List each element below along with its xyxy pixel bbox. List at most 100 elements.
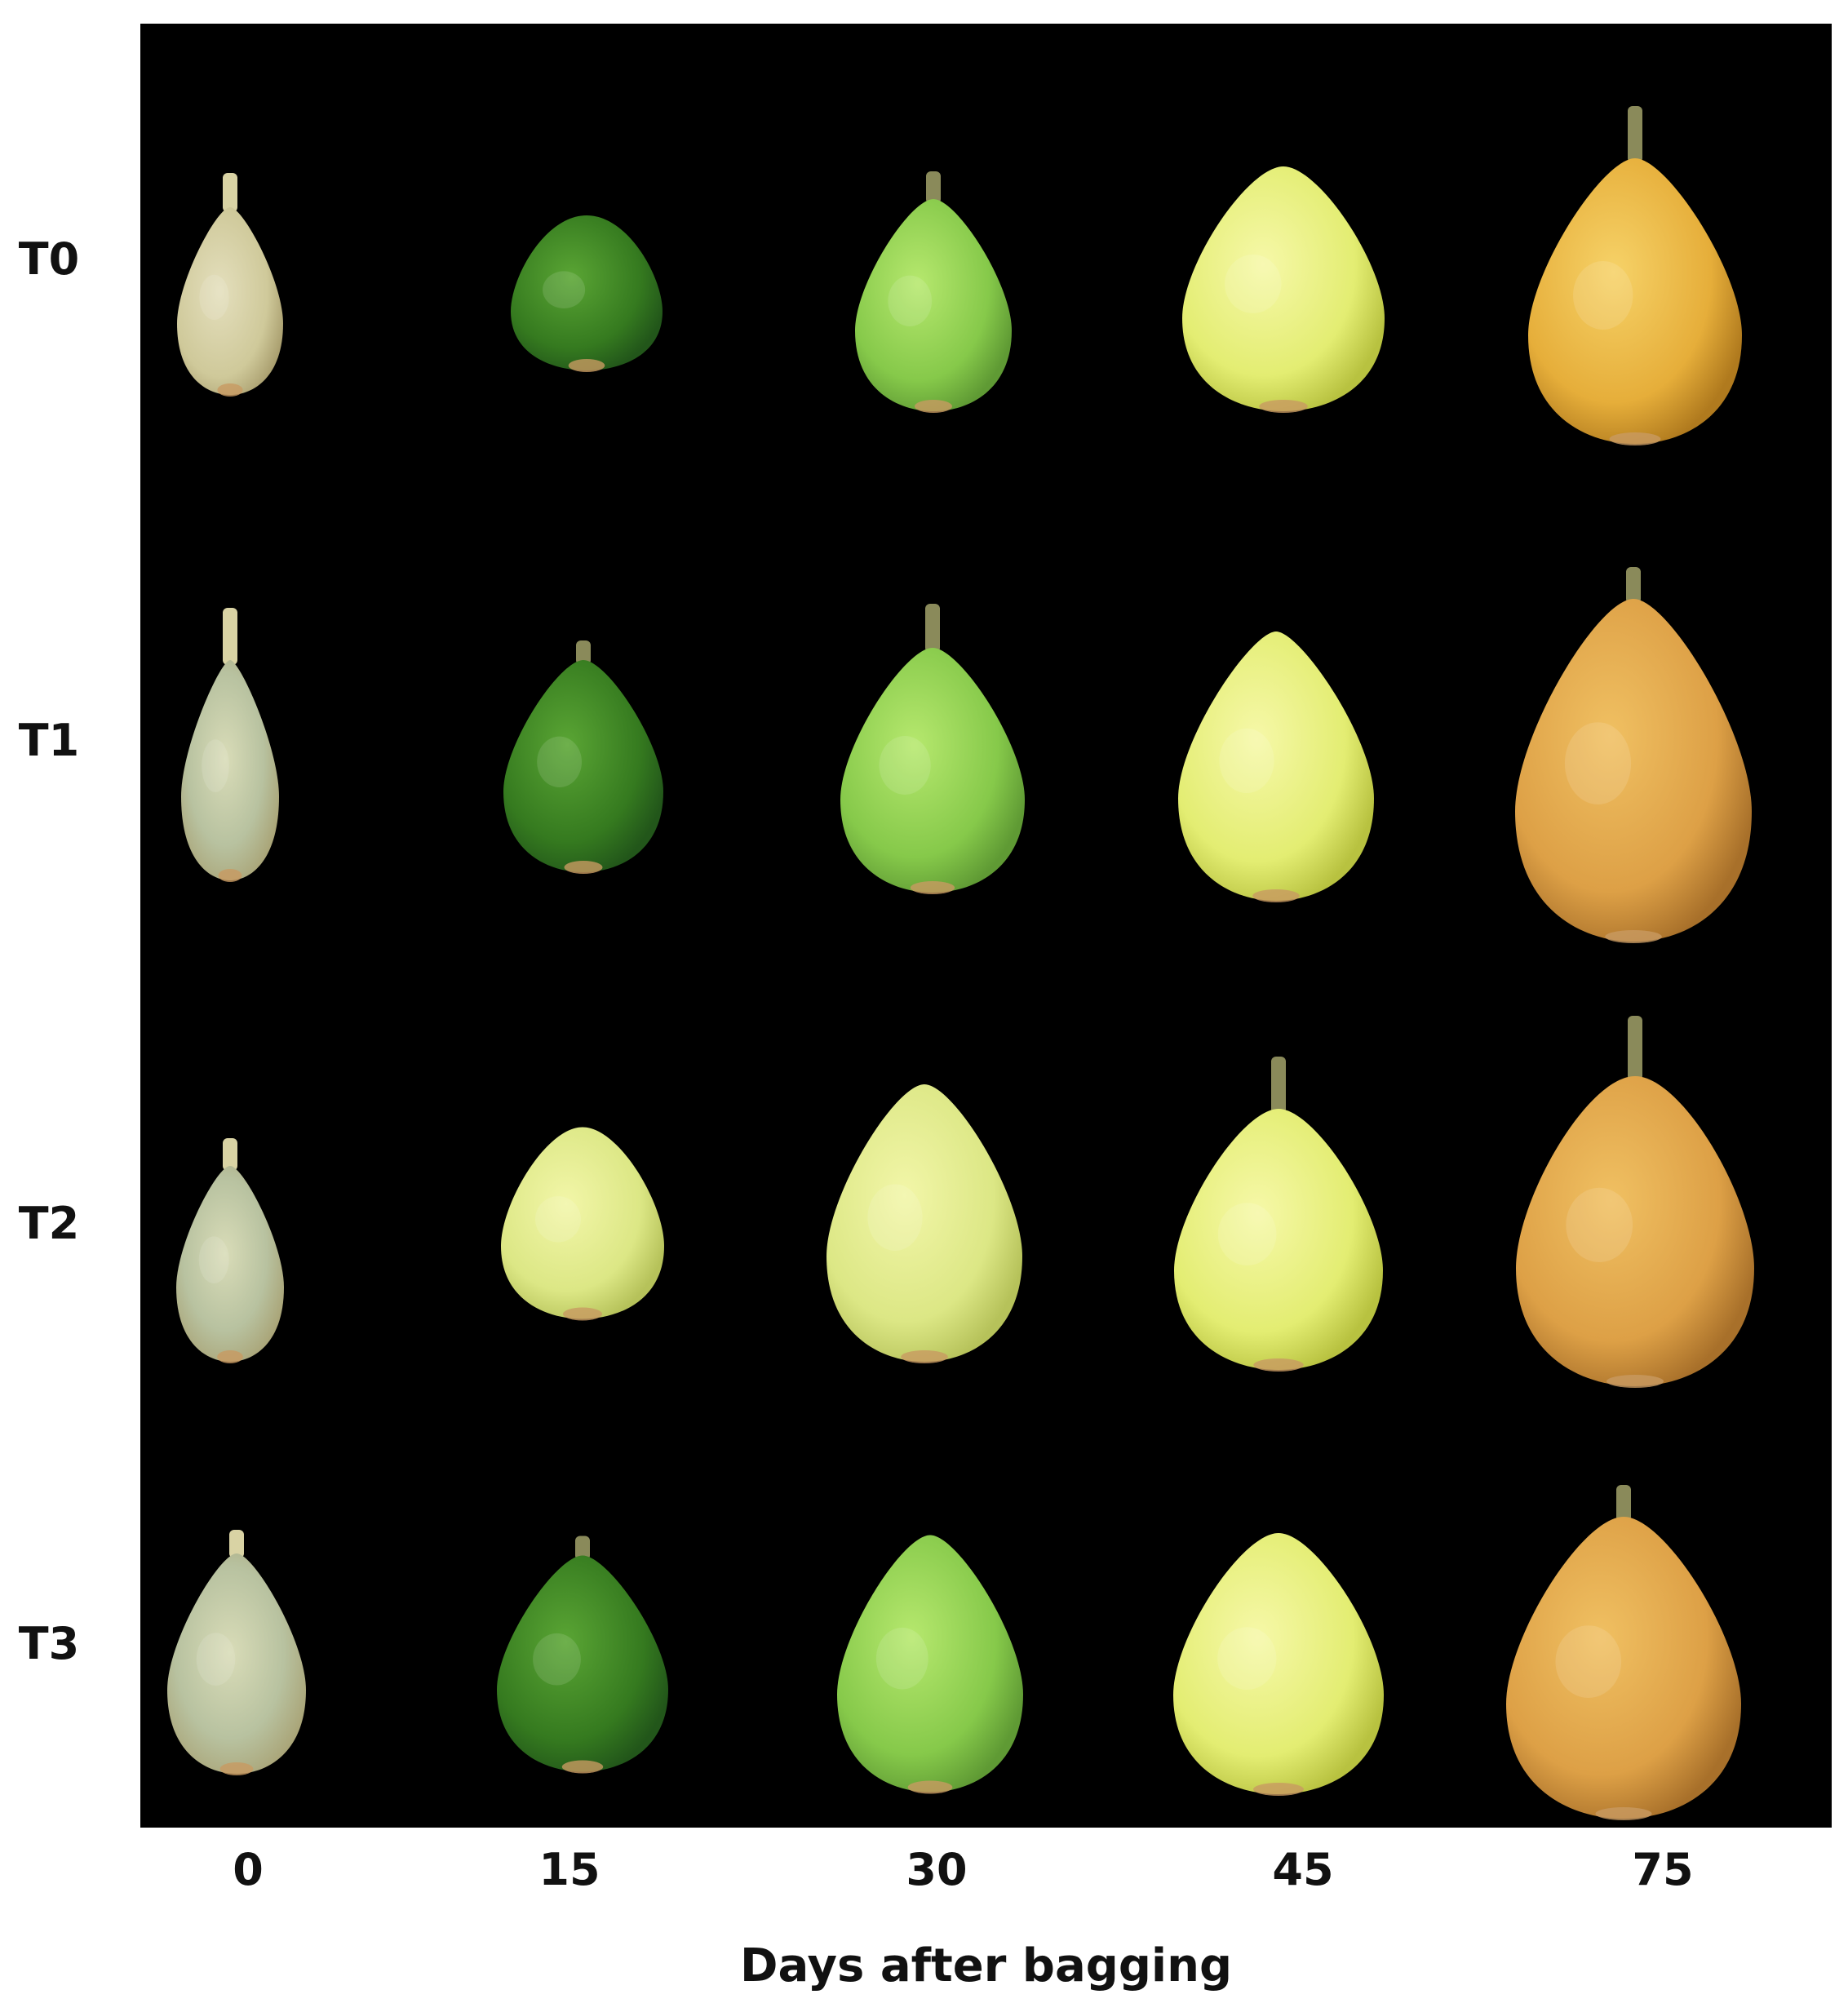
fruit-highlight xyxy=(533,1633,581,1686)
fruit-t3-day-0 xyxy=(167,1530,306,1775)
fruit-body xyxy=(511,215,663,370)
fruit-t2-day-75 xyxy=(1516,1016,1754,1388)
fruit-body xyxy=(840,648,1025,893)
fruit-highlight xyxy=(198,1236,229,1283)
col-label-day-15: 15 xyxy=(538,1844,600,1895)
fruit-highlight xyxy=(1566,1187,1633,1262)
row-label-t2: T2 xyxy=(18,1198,80,1249)
row-label-t0: T0 xyxy=(18,233,80,285)
col-label-day-45: 45 xyxy=(1272,1844,1334,1895)
fruit-body xyxy=(1516,1076,1754,1386)
fruit-highlight xyxy=(199,274,229,320)
fruit-calyx xyxy=(914,400,953,413)
fruit-highlight xyxy=(1564,722,1632,804)
fruit-calyx xyxy=(561,1760,604,1774)
fruit-calyx xyxy=(563,1307,602,1321)
fruit-calyx xyxy=(910,881,955,894)
fruit-calyx xyxy=(1259,400,1308,413)
fruit-highlight xyxy=(875,1627,928,1690)
fruit-stem xyxy=(1628,1016,1642,1081)
fruit-stem xyxy=(576,640,591,665)
fruit-calyx xyxy=(218,869,242,882)
fruit-photo-panel xyxy=(140,24,1832,1828)
fruit-body xyxy=(827,1084,1022,1362)
fruit-t3-day-45 xyxy=(1173,1533,1384,1796)
fruit-t1-day-45 xyxy=(1178,632,1374,902)
fruit-body xyxy=(503,660,663,872)
fruit-calyx xyxy=(1605,930,1662,943)
fruit-highlight xyxy=(196,1633,236,1686)
col-label-day-0: 0 xyxy=(233,1844,264,1895)
fruit-body xyxy=(1182,166,1385,411)
fruit-stem xyxy=(1616,1485,1631,1522)
fruit-body xyxy=(1178,632,1374,901)
fruit-stem xyxy=(1628,106,1642,163)
fruit-calyx xyxy=(1595,1807,1652,1820)
fruit-calyx xyxy=(219,1762,254,1775)
row-label-t1: T1 xyxy=(18,715,80,766)
x-axis-title: Days after bagging xyxy=(739,1939,1233,1992)
fruit-t1-day-15 xyxy=(503,640,663,874)
fruit-highlight xyxy=(1555,1625,1622,1698)
fruit-calyx xyxy=(1253,1358,1304,1372)
fruit-calyx xyxy=(907,1780,953,1794)
fruit-body xyxy=(177,207,283,395)
fruit-t0-day-30 xyxy=(855,171,1012,413)
fruit-t0-day-15 xyxy=(511,215,663,372)
fruit-calyx xyxy=(1252,889,1300,902)
fruit-highlight xyxy=(1217,1203,1277,1265)
fruit-stem xyxy=(229,1530,244,1558)
fruit-highlight xyxy=(537,736,583,787)
fruit-t0-day-75 xyxy=(1528,106,1742,445)
fruit-stem xyxy=(575,1536,590,1561)
fruit-stem xyxy=(1271,1057,1286,1114)
fruit-highlight xyxy=(1219,728,1274,794)
fruit-stem xyxy=(926,171,941,204)
fruit-t1-day-75 xyxy=(1515,567,1752,943)
fruit-calyx xyxy=(1253,1783,1304,1796)
col-label-day-30: 30 xyxy=(906,1844,968,1895)
fruit-calyx xyxy=(217,1350,243,1363)
fruit-body xyxy=(176,1166,284,1362)
fruit-highlight xyxy=(888,275,933,326)
fruit-body xyxy=(497,1555,668,1772)
fruit-body xyxy=(837,1535,1023,1793)
fruit-t2-day-30 xyxy=(827,1084,1022,1363)
fruit-t1-day-0 xyxy=(181,608,279,882)
fruit-body xyxy=(1506,1517,1741,1819)
fruit-highlight xyxy=(1217,1627,1277,1690)
fruit-calyx xyxy=(217,383,243,397)
fruit-grid xyxy=(167,106,1754,1820)
fruit-t3-day-75 xyxy=(1506,1485,1741,1820)
fruit-highlight xyxy=(867,1184,923,1251)
fruit-t2-day-0 xyxy=(176,1138,284,1363)
fruit-t3-day-30 xyxy=(837,1535,1023,1794)
fruit-body xyxy=(1173,1533,1384,1794)
col-label-day-75: 75 xyxy=(1632,1844,1694,1895)
fruit-body xyxy=(167,1553,306,1774)
fruit-stem xyxy=(223,608,237,665)
fruit-body xyxy=(181,660,279,880)
fruit-calyx xyxy=(901,1350,948,1363)
fruit-body xyxy=(1515,599,1752,942)
row-label-t3: T3 xyxy=(18,1618,80,1669)
fruit-calyx xyxy=(1606,1375,1664,1388)
fruit-t0-day-0 xyxy=(177,173,283,397)
fruit-highlight xyxy=(535,1196,581,1243)
fruit-calyx xyxy=(1609,432,1661,445)
fruit-t1-day-30 xyxy=(840,604,1025,894)
fruit-body xyxy=(1528,158,1742,444)
fruit-stem xyxy=(223,1138,237,1171)
fruit-t0-day-45 xyxy=(1182,166,1385,413)
fruit-stem xyxy=(925,604,940,653)
fruit-highlight xyxy=(1225,255,1282,313)
fruit-stem xyxy=(1626,567,1641,604)
fruit-t3-day-15 xyxy=(497,1536,668,1774)
fruit-highlight xyxy=(879,736,931,795)
fruit-body xyxy=(855,199,1012,411)
fruit-highlight xyxy=(202,739,229,792)
fruit-t2-day-45 xyxy=(1174,1057,1383,1372)
fruit-calyx xyxy=(564,861,603,874)
fruit-highlight xyxy=(543,271,586,309)
fruit-body xyxy=(1174,1109,1383,1370)
